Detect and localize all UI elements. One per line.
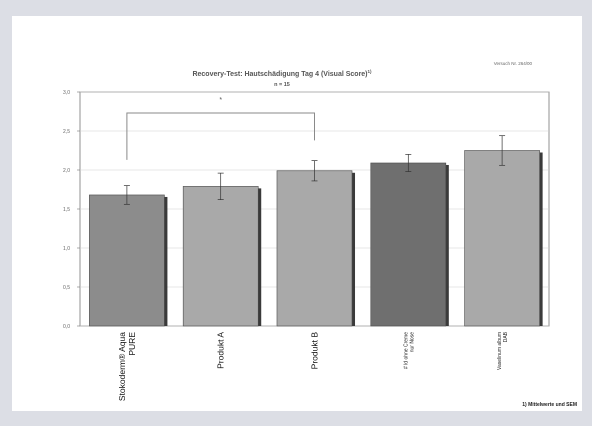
x-tick-label: DAB (503, 331, 509, 342)
experiment-number: Versuch Nr. 264/00 (494, 61, 533, 66)
y-tick-label: 0,0 (63, 324, 70, 330)
bar (276, 170, 353, 327)
y-tick-label: 0,5 (63, 285, 70, 291)
significance-bracket (126, 112, 315, 160)
x-category-label: Produkt B (310, 332, 320, 370)
footnote: 1) Mittelwerte und SEM (522, 402, 577, 408)
y-tick-label: 1,0 (63, 246, 70, 252)
x-category-label: Stokoderm® Aqua PURE (117, 332, 137, 401)
y-tick-label: 3,0 (63, 90, 70, 96)
bar-chart: 0,00,51,01,52,02,53,0 * Stokoderm® Aqua P… (63, 61, 577, 408)
x-tick-label: PURE (127, 332, 137, 356)
bar (89, 194, 165, 327)
y-tick-label: 1,5 (63, 207, 70, 213)
x-tick-label: Produkt B (310, 332, 320, 370)
chart-card: 0,0 0,5 1,0 1,5 2,0 2,5 3,0 * Stokoderm® Aqua P… (12, 16, 582, 411)
bar (182, 186, 259, 327)
x-tick-label: Stokoderm® Aqua (117, 332, 127, 401)
x-tick-label: nur Nose (409, 332, 415, 353)
chart-title: Recovery-Test: Hautschädigung Tag 4 (Vis… (192, 69, 372, 78)
y-tick-label: 2,0 (63, 168, 70, 174)
y-tick-label: 2,5 (63, 129, 70, 135)
x-category-label: Vaselinum album DAB (497, 331, 509, 370)
x-category-label: Produkt A (216, 332, 226, 369)
x-tick-label: Produkt A (216, 332, 226, 369)
bar (464, 150, 540, 327)
x-category-label: # ld ohne Creme nur Nose (403, 332, 415, 369)
x-tick-label: Vaselinum album (497, 332, 503, 370)
chart-subtitle: n = 15 (274, 82, 290, 88)
significance-marker: * (219, 97, 222, 104)
x-tick-label: # ld ohne Creme (403, 332, 409, 369)
bar (370, 162, 447, 327)
